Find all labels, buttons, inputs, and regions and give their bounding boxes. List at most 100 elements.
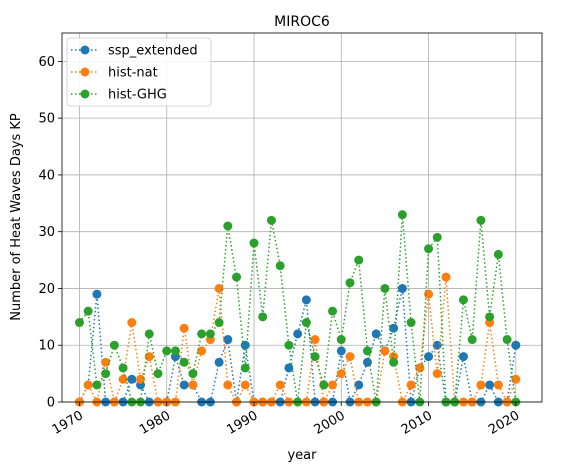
data-point bbox=[310, 335, 320, 345]
data-point bbox=[127, 318, 137, 328]
data-point bbox=[406, 318, 416, 328]
data-point bbox=[336, 369, 346, 379]
legend-marker bbox=[80, 67, 90, 77]
legend-entry: hist-GHG bbox=[71, 88, 167, 103]
data-point bbox=[179, 380, 189, 390]
data-point bbox=[424, 352, 434, 362]
data-point bbox=[328, 306, 338, 316]
data-point bbox=[310, 352, 320, 362]
data-point bbox=[118, 374, 128, 384]
legend-marker bbox=[80, 89, 90, 99]
data-point bbox=[345, 352, 355, 362]
y-tick-label: 40 bbox=[38, 168, 55, 183]
data-point bbox=[511, 374, 521, 384]
data-point bbox=[284, 363, 294, 373]
data-point bbox=[144, 329, 154, 339]
data-point bbox=[354, 380, 364, 390]
data-point bbox=[389, 357, 399, 367]
series-line bbox=[78, 214, 517, 403]
data-point bbox=[493, 249, 503, 259]
legend-entry: ssp_extended bbox=[71, 44, 198, 59]
data-point bbox=[214, 357, 224, 367]
y-tick-label: 60 bbox=[38, 55, 55, 70]
data-point bbox=[92, 380, 102, 390]
data-point bbox=[232, 272, 242, 282]
x-tick-label: 2020 bbox=[486, 408, 522, 438]
data-point bbox=[109, 340, 119, 350]
data-point bbox=[424, 244, 434, 254]
data-point bbox=[188, 369, 198, 379]
data-point bbox=[162, 346, 172, 356]
plot-frame bbox=[61, 32, 543, 403]
data-point bbox=[336, 335, 346, 345]
data-point bbox=[275, 380, 285, 390]
y-tick-label: 50 bbox=[38, 112, 55, 127]
data-point bbox=[205, 329, 215, 339]
legend-label: ssp_extended bbox=[108, 44, 198, 59]
data-point bbox=[371, 329, 381, 339]
data-point bbox=[485, 380, 495, 390]
x-tick-label: 1970 bbox=[50, 408, 86, 438]
data-point bbox=[144, 352, 154, 362]
data-point bbox=[345, 278, 355, 288]
data-point bbox=[214, 283, 224, 293]
data-point bbox=[118, 363, 128, 373]
y-tick-label: 10 bbox=[38, 339, 55, 354]
data-point bbox=[101, 369, 111, 379]
data-point bbox=[293, 329, 303, 339]
data-point bbox=[153, 369, 163, 379]
data-point bbox=[467, 335, 477, 345]
data-point bbox=[240, 380, 250, 390]
data-point bbox=[223, 221, 233, 231]
data-point bbox=[240, 363, 250, 373]
legend: ssp_extended hist-nat hist-GHG bbox=[66, 37, 212, 107]
data-point bbox=[432, 369, 442, 379]
data-point bbox=[83, 380, 93, 390]
data-point bbox=[197, 346, 207, 356]
data-point bbox=[188, 380, 198, 390]
data-point bbox=[354, 255, 364, 265]
data-point bbox=[179, 323, 189, 333]
data-point bbox=[266, 215, 276, 225]
data-point bbox=[275, 261, 285, 271]
chart-title: MIROC6 bbox=[274, 14, 330, 30]
data-point bbox=[511, 340, 521, 350]
data-point bbox=[319, 380, 329, 390]
data-point bbox=[223, 335, 233, 345]
axis-ticks: 0 10 20 30 40 50 60 1970 1980 1990 2000 2010 2020 bbox=[38, 55, 522, 438]
x-axis-label: year bbox=[287, 448, 317, 463]
data-point bbox=[441, 272, 451, 282]
data-point bbox=[258, 312, 268, 322]
data-point bbox=[179, 357, 189, 367]
data-point bbox=[170, 346, 180, 356]
data-point bbox=[214, 318, 224, 328]
data-point bbox=[362, 346, 372, 356]
data-point bbox=[493, 380, 503, 390]
legend-label: hist-GHG bbox=[108, 88, 167, 103]
data-point bbox=[362, 357, 372, 367]
data-point bbox=[197, 329, 207, 339]
data-point bbox=[301, 295, 311, 305]
data-point bbox=[389, 323, 399, 333]
y-axis-label: Number of Heat Waves Days KP bbox=[9, 113, 24, 321]
y-tick-label: 20 bbox=[38, 282, 55, 297]
data-point bbox=[223, 380, 233, 390]
legend-box bbox=[66, 37, 212, 107]
data-point bbox=[380, 283, 390, 293]
data-point bbox=[380, 346, 390, 356]
data-point bbox=[101, 357, 111, 367]
x-tick-label: 2000 bbox=[312, 408, 348, 438]
data-point bbox=[476, 215, 486, 225]
series-hist-GHG bbox=[74, 210, 521, 407]
series-layer bbox=[74, 210, 521, 407]
data-point bbox=[301, 318, 311, 328]
data-point bbox=[328, 380, 338, 390]
data-point bbox=[336, 346, 346, 356]
y-tick-label: 30 bbox=[38, 225, 55, 240]
data-point bbox=[127, 374, 137, 384]
x-tick-label: 2010 bbox=[399, 408, 435, 438]
gridlines bbox=[62, 33, 542, 403]
data-point bbox=[249, 238, 259, 248]
series-line bbox=[78, 277, 517, 405]
